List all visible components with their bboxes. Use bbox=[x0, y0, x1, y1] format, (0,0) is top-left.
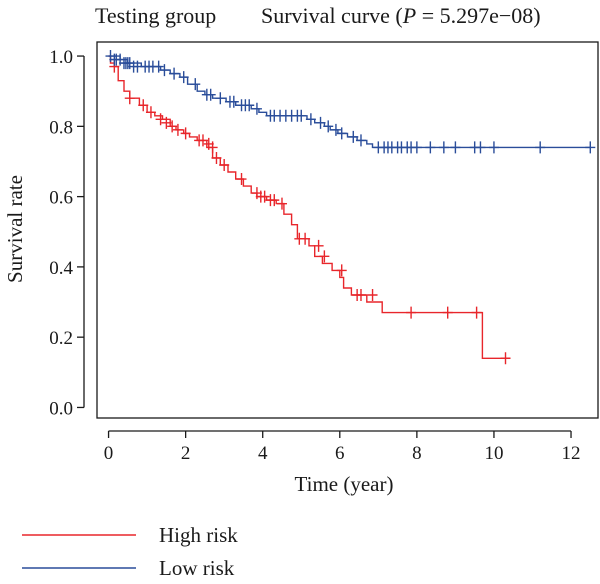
plot-frame bbox=[96, 41, 599, 419]
censor-mark bbox=[167, 120, 178, 133]
censor-mark bbox=[500, 352, 511, 365]
censor-mark bbox=[244, 99, 255, 112]
censor-mark bbox=[228, 95, 239, 108]
censor-mark bbox=[355, 289, 366, 302]
censor-mark bbox=[161, 116, 172, 129]
censor-mark bbox=[155, 113, 166, 126]
censor-mark bbox=[172, 123, 183, 136]
y-tick-label: 0.8 bbox=[49, 117, 73, 138]
x-tick-label: 4 bbox=[258, 443, 268, 464]
censor-mark bbox=[205, 88, 216, 101]
censor-mark bbox=[475, 141, 486, 154]
censor-mark bbox=[323, 120, 334, 133]
censor-mark bbox=[259, 190, 270, 203]
censor-mark bbox=[207, 141, 218, 154]
censor-mark bbox=[197, 134, 208, 147]
censor-mark bbox=[300, 232, 311, 245]
censor-mark bbox=[438, 141, 449, 154]
censor-mark bbox=[180, 127, 191, 140]
censor-mark bbox=[535, 141, 546, 154]
censor-mark bbox=[296, 109, 307, 122]
censor-mark bbox=[367, 289, 378, 302]
censor-mark bbox=[585, 141, 596, 154]
censor-mark bbox=[330, 123, 341, 136]
chart-title-main: Survival curve ( bbox=[261, 3, 403, 28]
y-tick-label: 0.4 bbox=[49, 258, 73, 279]
censor-mark bbox=[442, 306, 453, 319]
x-tick-label: 8 bbox=[412, 443, 422, 464]
y-axis: 0.0 0.2 0.4 0.6 0.8 1.0 bbox=[49, 47, 85, 419]
censor-mark bbox=[319, 250, 330, 263]
censor-mark bbox=[236, 173, 247, 186]
x-tick-label: 2 bbox=[181, 443, 191, 464]
legend-label-high-risk: High risk bbox=[159, 523, 238, 547]
censor-mark bbox=[425, 141, 436, 154]
censor-mark bbox=[153, 60, 164, 73]
censor-mark bbox=[336, 127, 347, 140]
chart-title-p-symbol: P bbox=[402, 3, 416, 28]
chart-title-p-value: = 5.297e−08) bbox=[416, 3, 540, 28]
censor-mark bbox=[169, 67, 180, 80]
legend: High risk Low risk bbox=[22, 523, 238, 580]
censor-mark bbox=[159, 64, 170, 77]
censor-mark bbox=[124, 92, 135, 105]
censor-mark bbox=[251, 102, 262, 115]
series-high-risk bbox=[108, 55, 511, 365]
x-tick-label: 0 bbox=[104, 443, 114, 464]
x-axis: 0 2 4 6 8 10 12 bbox=[104, 430, 581, 464]
y-tick-label: 0.2 bbox=[49, 328, 73, 349]
legend-label-low-risk: Low risk bbox=[159, 556, 235, 580]
censor-mark bbox=[471, 306, 482, 319]
y-axis-label: Survival rate bbox=[3, 175, 27, 283]
y-tick-label: 0.6 bbox=[49, 188, 73, 209]
censor-mark bbox=[488, 141, 499, 154]
censor-mark bbox=[269, 194, 280, 207]
censor-mark bbox=[211, 151, 222, 164]
censor-mark bbox=[138, 99, 149, 112]
censor-mark bbox=[411, 141, 422, 154]
series-layer bbox=[105, 50, 596, 365]
y-tick-label: 1.0 bbox=[49, 47, 73, 68]
censor-mark bbox=[190, 78, 201, 91]
censor-mark bbox=[305, 113, 316, 126]
series-low-risk bbox=[105, 50, 596, 154]
x-tick-label: 12 bbox=[562, 443, 581, 464]
censor-mark bbox=[215, 92, 226, 105]
censor-mark bbox=[178, 71, 189, 84]
censor-mark bbox=[450, 141, 461, 154]
censor-mark bbox=[315, 116, 326, 129]
censor-mark bbox=[348, 130, 359, 143]
censor-mark bbox=[355, 134, 366, 147]
censor-mark bbox=[313, 239, 324, 252]
censor-mark bbox=[336, 264, 347, 277]
censor-mark bbox=[145, 106, 156, 119]
x-tick-label: 6 bbox=[335, 443, 345, 464]
chart-group-label: Testing group bbox=[95, 3, 216, 28]
censor-mark bbox=[219, 158, 230, 171]
y-tick-label: 0.0 bbox=[49, 398, 73, 419]
x-tick-label: 10 bbox=[484, 443, 503, 464]
chart-title: Survival curve (P = 5.297e−08) bbox=[261, 3, 541, 28]
x-axis-label: Time (year) bbox=[295, 472, 394, 496]
censor-mark bbox=[406, 306, 417, 319]
censor-mark bbox=[276, 197, 287, 210]
